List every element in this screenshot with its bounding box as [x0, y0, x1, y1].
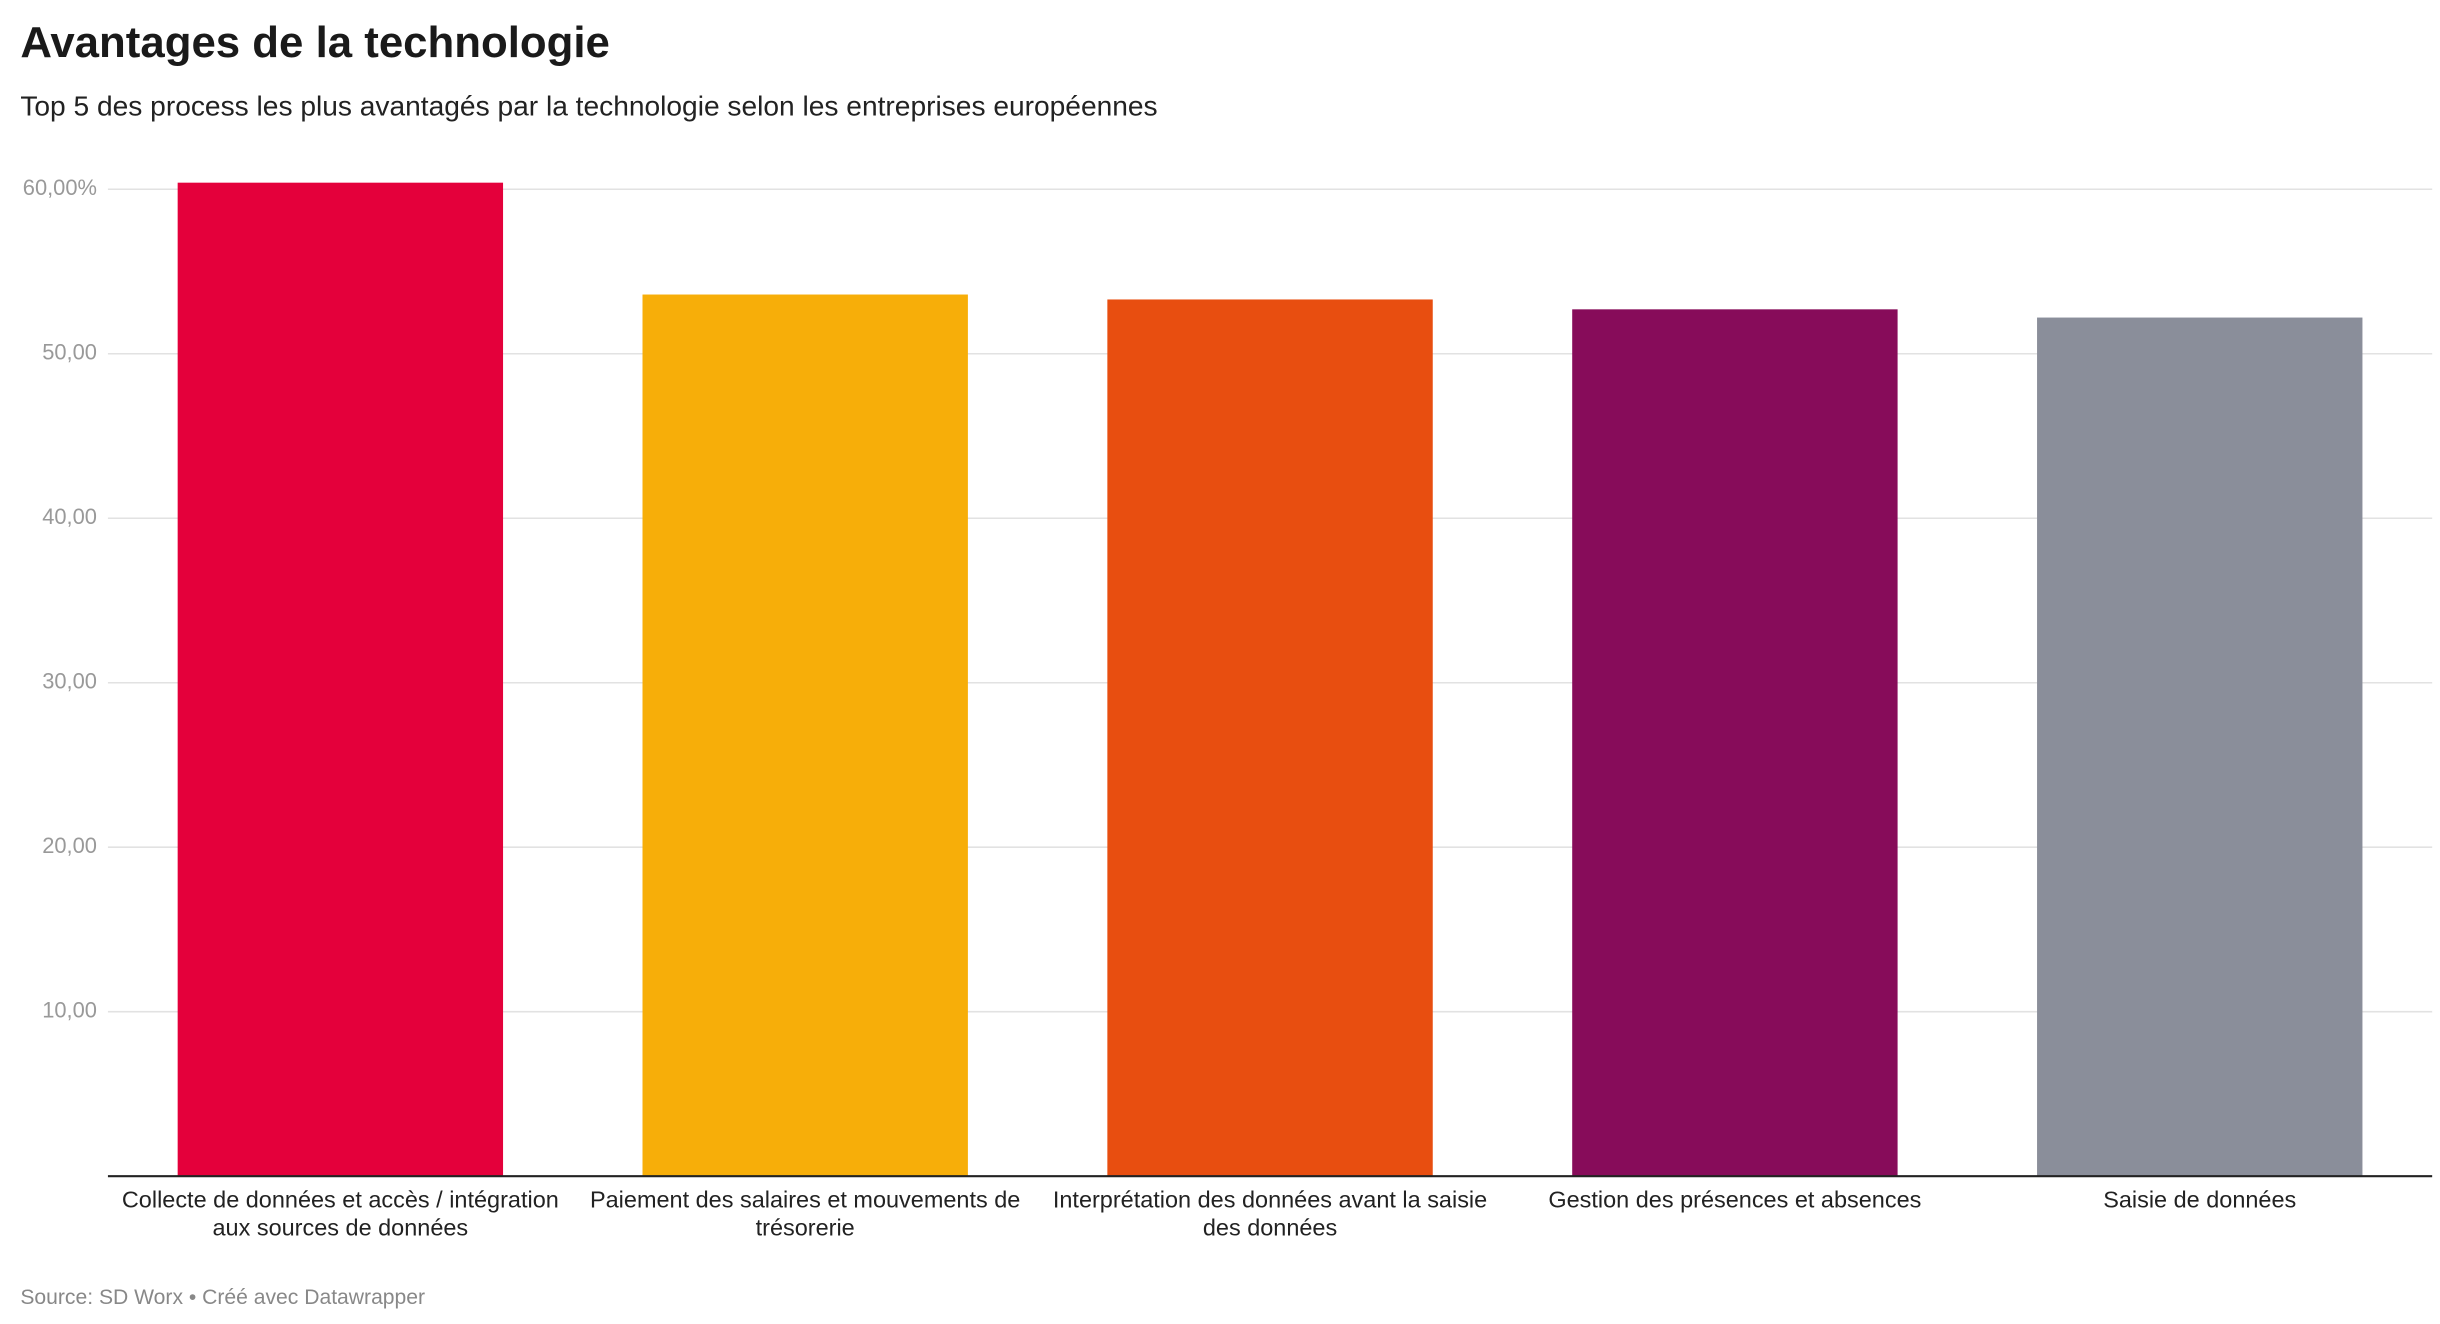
y-tick-label: 60,00%	[23, 175, 97, 200]
x-tick-label: Saisie de données	[2103, 1187, 2297, 1214]
bar	[2037, 317, 2363, 1177]
x-tick-label-box: Collecte de données et accès / intégrati…	[121, 1187, 559, 1242]
bar	[177, 182, 504, 1177]
chart-subtitle: Top 5 des process les plus avantagés par…	[20, 90, 1157, 121]
bar	[1107, 299, 1433, 1177]
x-tick-label: Collecte de données et accès / intégrati…	[121, 1187, 559, 1242]
x-tick-label: Paiement des salaires et mouvements de t…	[589, 1187, 1021, 1242]
x-tick-label: Gestion des présences et absences	[1548, 1187, 1922, 1214]
x-tick-label-box: Interprétation des données avant la sais…	[1052, 1187, 1488, 1242]
y-tick-label: 40,00	[42, 504, 97, 529]
y-tick-label: 50,00	[42, 340, 97, 365]
x-tick-label: Interprétation des données avant la sais…	[1052, 1187, 1488, 1242]
source-note: Source: SD Worx • Créé avec Datawrapper	[20, 1286, 425, 1309]
x-tick-label-box: Gestion des présences et absences	[1548, 1187, 1922, 1214]
chart-title: Avantages de la technologie	[20, 18, 610, 67]
x-tick-label-box: Paiement des salaires et mouvements de t…	[589, 1187, 1021, 1242]
y-tick-label: 10,00	[42, 997, 97, 1022]
bar	[1572, 309, 1898, 1177]
y-tick-label: 20,00	[42, 833, 97, 858]
bar	[642, 294, 968, 1177]
x-tick-label-box: Saisie de données	[2103, 1187, 2297, 1214]
y-tick-label: 30,00	[42, 669, 97, 694]
